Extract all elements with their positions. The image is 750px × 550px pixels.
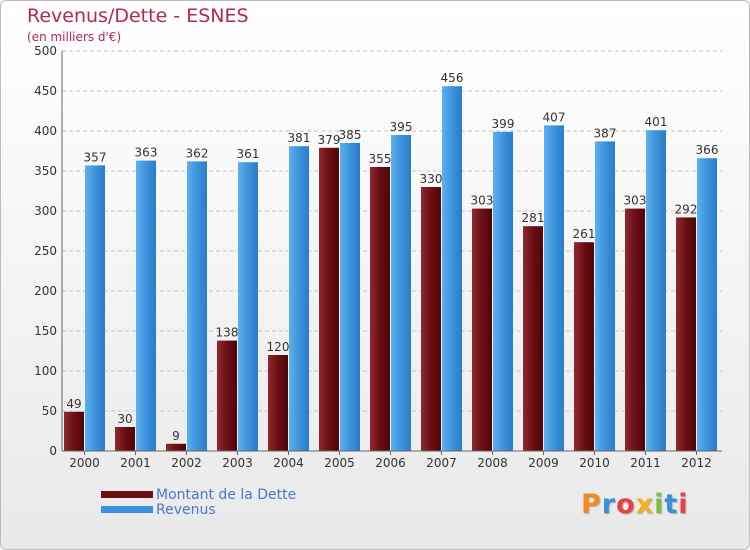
x-tick-label: 2011	[630, 456, 661, 470]
x-tick-label: 2002	[171, 456, 202, 470]
bar-debt	[523, 226, 543, 451]
chart-title: Revenus/Dette - ESNES	[27, 5, 249, 27]
y-tick-label: 450	[34, 84, 57, 98]
data-label-revenue: 381	[288, 131, 311, 145]
bar-debt	[472, 208, 492, 451]
bar-debt	[64, 411, 84, 451]
bar-debt	[625, 208, 645, 451]
bar-debt	[115, 427, 135, 451]
data-label-revenue: 361	[237, 147, 260, 161]
bar-revenue	[238, 162, 258, 451]
data-label-revenue: 366	[696, 143, 719, 157]
data-label-revenue: 407	[543, 110, 566, 124]
bar-debt	[268, 355, 288, 451]
bar-debt	[217, 340, 237, 451]
bar-revenue	[493, 131, 513, 452]
bar-revenue	[697, 158, 717, 451]
data-label-debt: 120	[267, 340, 290, 354]
x-tick-label: 2009	[528, 456, 559, 470]
y-tick-label: 50	[42, 404, 57, 418]
data-label-debt: 292	[675, 202, 698, 216]
legend-item-revenue: Revenus	[101, 501, 296, 518]
data-label-debt: 355	[369, 152, 392, 166]
data-label-debt: 379	[318, 133, 341, 147]
bar-revenue	[646, 130, 666, 451]
y-tick-label: 100	[34, 364, 57, 378]
bar-revenue	[595, 141, 615, 451]
y-tick-label: 150	[34, 324, 57, 338]
chart-subtitle: (en milliers d'€)	[27, 30, 122, 44]
bar-revenue	[544, 125, 564, 452]
legend-swatch-revenue	[101, 506, 153, 513]
x-tick-label: 2006	[375, 456, 406, 470]
data-label-debt: 261	[573, 227, 596, 241]
x-tick-label: 2004	[273, 456, 304, 470]
data-label-revenue: 395	[390, 120, 413, 134]
bar-revenue	[391, 135, 411, 451]
data-label-revenue: 399	[492, 117, 515, 131]
bar-revenue	[187, 161, 207, 451]
data-label-debt: 30	[117, 412, 132, 426]
bar-debt	[676, 217, 696, 451]
data-label-revenue: 401	[645, 115, 668, 129]
bar-revenue	[289, 146, 309, 451]
bar-debt	[166, 443, 186, 451]
data-label-revenue: 363	[135, 146, 158, 160]
y-tick-label: 300	[34, 204, 57, 218]
y-tick-label: 350	[34, 164, 57, 178]
data-label-debt: 49	[66, 397, 81, 411]
proxiti-logo: Proxiti	[581, 489, 689, 520]
bar-revenue	[340, 143, 360, 451]
legend-swatch-debt	[101, 491, 153, 498]
data-label-revenue: 387	[594, 126, 617, 140]
legend-item-debt: Montant de la Dette	[101, 486, 297, 503]
data-label-revenue: 357	[84, 150, 107, 164]
axis-layer: 0 50 100 150 200 250 300 350 400 450 500 2000 2001 20…	[34, 44, 722, 470]
bars-layer	[64, 86, 717, 452]
y-tick-label: 200	[34, 284, 57, 298]
bar-revenue	[442, 86, 462, 451]
x-tick-label: 2012	[681, 456, 712, 470]
data-label-debt: 330	[420, 172, 443, 186]
data-label-revenue: 362	[186, 146, 209, 160]
y-tick-label: 500	[34, 44, 57, 58]
data-label-debt: 281	[522, 211, 545, 225]
legend-label-revenue: Revenus	[156, 501, 216, 518]
bar-revenue	[85, 165, 105, 451]
y-tick-label: 400	[34, 124, 57, 138]
data-label-debt: 138	[216, 326, 239, 340]
y-tick-label: 0	[49, 444, 57, 458]
x-tick-label: 2003	[222, 456, 253, 470]
legend: Montant de la Dette Revenus	[101, 486, 297, 518]
x-tick-label: 2000	[69, 456, 100, 470]
y-tick-label: 250	[34, 244, 57, 258]
bar-debt	[319, 147, 339, 452]
data-label-debt: 9	[172, 429, 180, 443]
bar-debt	[370, 167, 390, 451]
x-tick-label: 2001	[120, 456, 151, 470]
data-label-revenue: 456	[441, 71, 464, 85]
bar-revenue	[136, 160, 156, 451]
x-tick-label: 2010	[579, 456, 610, 470]
bar-debt	[421, 187, 441, 451]
x-tick-label: 2007	[426, 456, 457, 470]
legend-label-debt: Montant de la Dette	[156, 486, 297, 503]
data-label-debt: 303	[624, 194, 647, 208]
x-tick-label: 2008	[477, 456, 508, 470]
bar-debt	[574, 242, 594, 451]
data-label-revenue: 385	[339, 128, 362, 142]
x-tick-label: 2005	[324, 456, 355, 470]
data-label-debt: 303	[471, 194, 494, 208]
